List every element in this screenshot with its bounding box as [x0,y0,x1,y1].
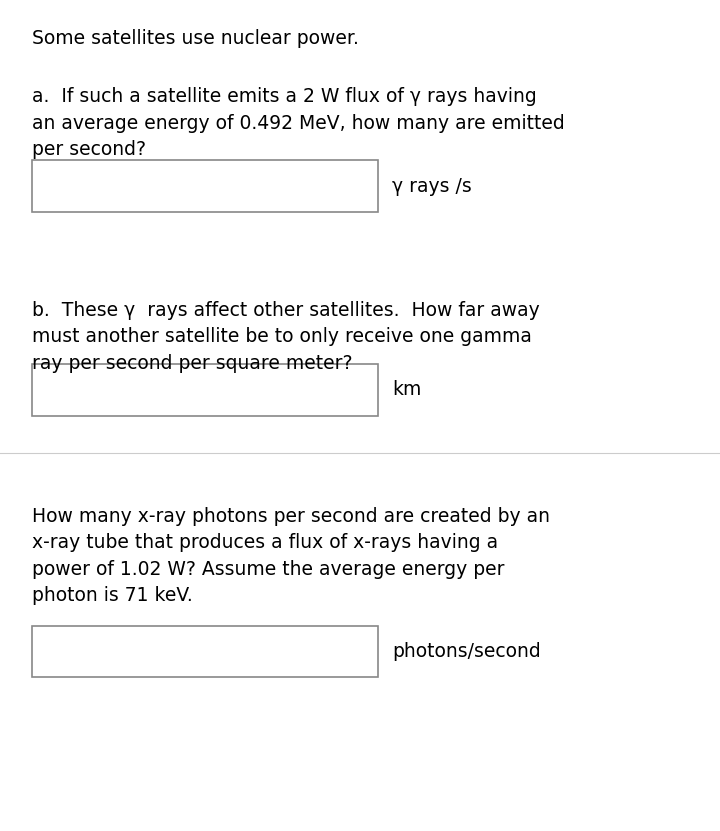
Text: photons/second: photons/second [392,642,541,661]
FancyBboxPatch shape [32,160,378,212]
Text: Some satellites use nuclear power.: Some satellites use nuclear power. [32,29,359,48]
Text: γ rays /s: γ rays /s [392,177,472,195]
Text: a.  If such a satellite emits a 2 W flux of γ rays having
an average energy of 0: a. If such a satellite emits a 2 W flux … [32,87,565,160]
FancyBboxPatch shape [32,364,378,416]
Text: How many x-ray photons per second are created by an
x-ray tube that produces a f: How many x-ray photons per second are cr… [32,507,550,606]
Text: km: km [392,381,422,399]
FancyBboxPatch shape [32,626,378,677]
Text: b.  These γ  rays affect other satellites.  How far away
must another satellite : b. These γ rays affect other satellites.… [32,301,540,373]
